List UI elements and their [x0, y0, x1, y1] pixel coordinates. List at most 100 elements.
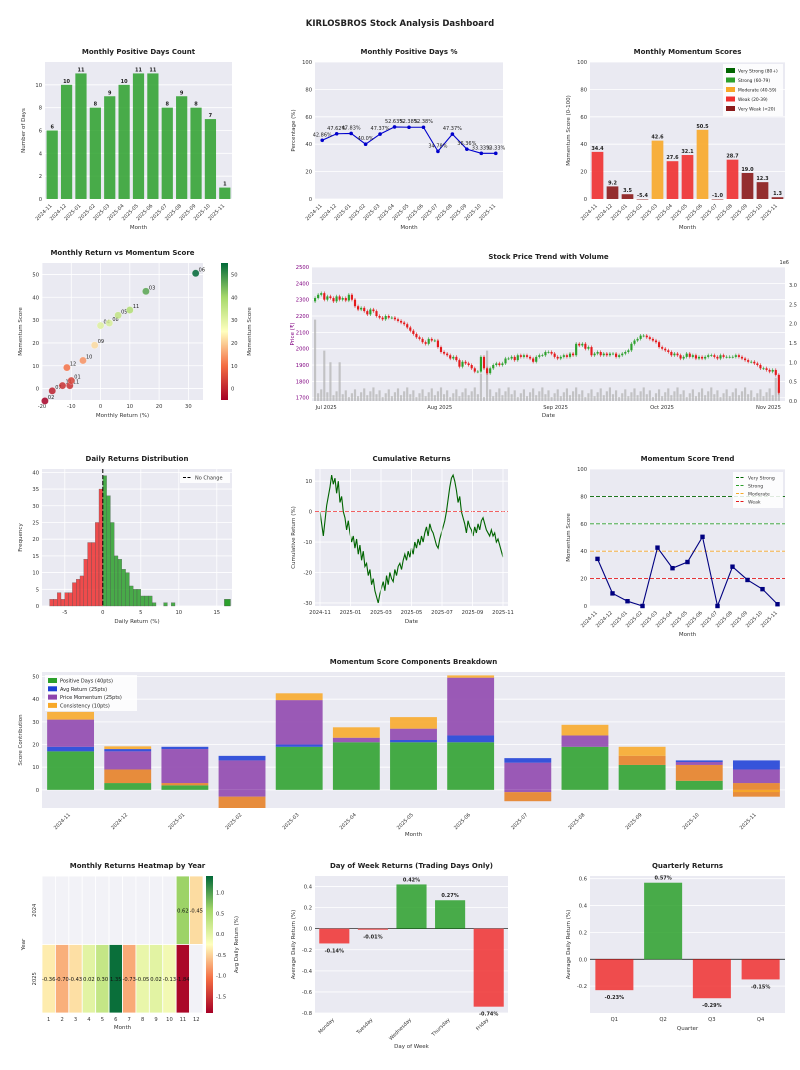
candle-body	[455, 356, 458, 361]
histogram-bin	[76, 579, 81, 607]
bar-value-label: 8	[94, 102, 98, 108]
volume-bar	[381, 397, 384, 401]
volume-bar	[363, 388, 366, 401]
volume-bar	[679, 394, 682, 401]
y-tick-label: 2300	[296, 298, 309, 304]
y-tick-label: 0.0	[579, 957, 587, 963]
y-tick-label: 6	[39, 129, 42, 135]
volume-bar	[642, 387, 645, 401]
histogram-bin	[98, 488, 103, 607]
point-value-label: 42.86%	[313, 132, 332, 138]
volume-bar	[396, 388, 400, 401]
volume-bar	[482, 397, 486, 401]
volume-bar	[661, 396, 664, 401]
volume-bar	[578, 394, 581, 401]
bar	[666, 161, 679, 199]
legend: Very Strong Strong Moderate Weak	[733, 472, 783, 508]
volume-tick: 1.0	[789, 360, 797, 366]
chart-quarterly-returns: -0.2 0.0 0.2 0.4 0.6 Quarterly Returns Average…	[566, 862, 785, 1032]
y-tick-label: 0	[36, 387, 39, 393]
volume-bar	[541, 387, 544, 401]
y-tick-label: 30	[32, 720, 39, 726]
volume-bar	[458, 396, 461, 401]
scatter-point	[114, 311, 122, 320]
point-label: 01	[74, 375, 80, 381]
bar-value-label: 42.6	[651, 135, 664, 141]
chart-components-breakdown: 0 10 20 30 40 50 Momentum Score Components Bre…	[18, 658, 785, 838]
x-axis-label: Month	[679, 632, 697, 638]
volume-bar	[461, 392, 464, 401]
volume-bar	[338, 362, 341, 401]
x-tick-label: Aug 2025	[427, 405, 452, 411]
y-tick-label: 60	[580, 115, 587, 121]
volume-bar	[384, 393, 387, 401]
legend-frame	[45, 675, 137, 711]
candle-body	[452, 356, 455, 359]
x-tick-label: Nov 2025	[756, 405, 781, 411]
y-tick-label: 80	[580, 494, 587, 500]
bar-value-label: 0.27%	[441, 893, 458, 899]
volume-bar	[525, 396, 529, 401]
volume-bar	[393, 392, 397, 401]
candle-body	[513, 356, 516, 361]
histogram-bin	[140, 595, 145, 607]
colorbar	[206, 876, 213, 1013]
stacked-segment	[104, 769, 152, 784]
candle-body	[697, 356, 701, 359]
y-tick-label: 0	[36, 604, 39, 610]
volume-bar	[630, 392, 633, 401]
stacked-segment	[275, 744, 323, 747]
stacked-segment	[447, 675, 495, 678]
chart-title: Day of Week Returns (Trading Days Only)	[330, 862, 493, 870]
x-tick-label: Monday	[318, 1017, 336, 1035]
candle-body	[676, 353, 679, 356]
stacked-segment	[47, 719, 95, 747]
candle-body	[446, 353, 449, 356]
histogram-bin	[60, 599, 65, 607]
volume-bar	[409, 394, 412, 401]
data-point	[670, 565, 675, 571]
bar	[60, 84, 73, 199]
point-label: 11	[133, 304, 139, 310]
candle-body	[759, 365, 762, 369]
volume-bar	[753, 397, 756, 401]
legend-label: Very Strong	[748, 476, 775, 482]
colorbar-tick: 30	[231, 318, 238, 324]
volume-bar	[747, 394, 750, 401]
chart-title: Quarterly Returns	[652, 862, 723, 870]
volume-bar	[538, 391, 541, 401]
y-tick-label: 40	[580, 549, 587, 555]
volume-bar	[473, 387, 476, 401]
stacked-segment	[390, 728, 437, 740]
candle-body	[476, 371, 479, 373]
data-point	[436, 149, 440, 154]
x-tick-label: 2025-03	[370, 610, 392, 616]
bar-value-label: 9	[108, 90, 112, 96]
y-tick-label: 10	[305, 479, 312, 485]
volume-bar	[670, 395, 673, 401]
candle-body	[353, 299, 357, 307]
y-tick-label: 30	[32, 318, 39, 324]
x-tick-label: 2024-11	[53, 812, 72, 831]
y-tick-label: 1800	[296, 379, 309, 385]
volume-bar	[550, 397, 553, 401]
x-tick-label: 2025-03	[282, 812, 301, 831]
volume-bar	[535, 395, 538, 401]
volume-bar	[335, 391, 338, 401]
candle-body	[670, 351, 673, 356]
x-tick-label: 10	[166, 1017, 173, 1023]
heatmap-empty-cell	[68, 875, 83, 945]
candle-body	[553, 353, 556, 357]
chart-momentum-trend: 0 20 40 60 80 100 Momentum Score Trend Momentum…	[566, 455, 785, 638]
volume-tick: 2.5	[789, 302, 797, 308]
y-axis-label: Number of Days	[21, 108, 27, 153]
point-label: 06	[199, 267, 205, 273]
point-value-label: 36.36%	[457, 141, 476, 147]
candle-body	[611, 353, 615, 355]
legend-swatch	[48, 686, 57, 692]
y-tick-label: 40	[305, 142, 312, 148]
stacked-segment	[675, 764, 723, 781]
colorbar-tick: -0.5	[216, 953, 226, 959]
stacked-segment	[104, 749, 152, 752]
x-tick-label: 0	[101, 610, 104, 616]
